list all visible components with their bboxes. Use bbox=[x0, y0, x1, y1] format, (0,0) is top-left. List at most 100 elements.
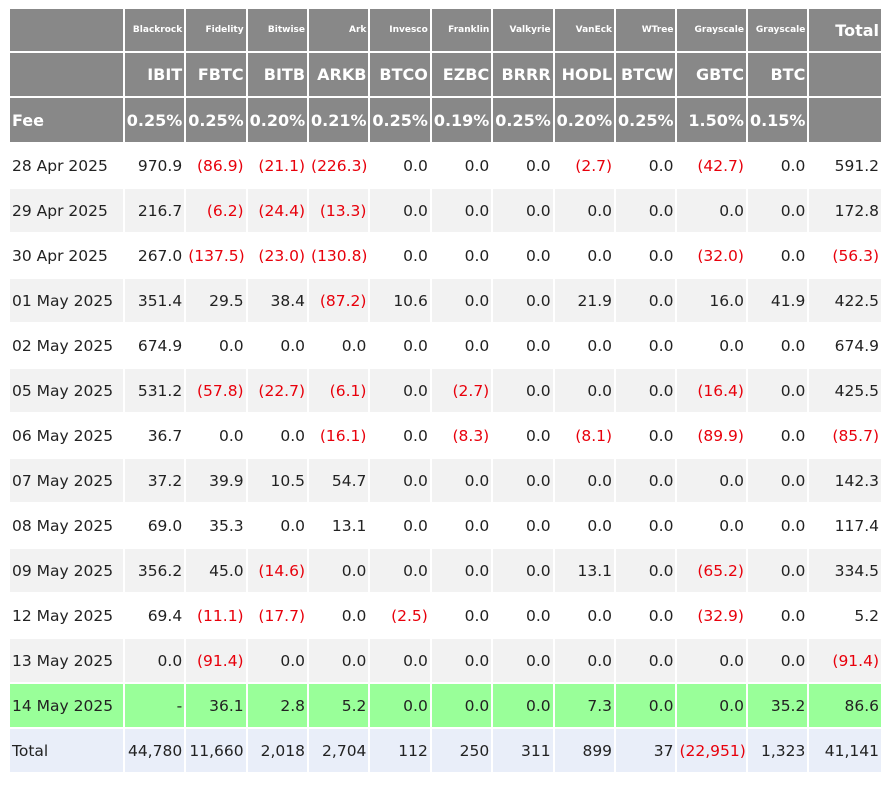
row-total-cell: 425.5 bbox=[809, 369, 881, 412]
flow-cell: 45.0 bbox=[186, 549, 246, 592]
flow-cell: 0.0 bbox=[616, 414, 676, 457]
flow-cell: 0.0 bbox=[370, 144, 430, 187]
flow-cell: 0.0 bbox=[431, 639, 492, 682]
flow-cell: 0.0 bbox=[431, 144, 492, 187]
flow-cell: 0.0 bbox=[309, 594, 369, 637]
flow-cell: 0.0 bbox=[554, 189, 615, 232]
fee-value: 0.25% bbox=[616, 98, 676, 142]
table-row: 02 May 2025 674.9 0.0 0.0 0.0 0.0 0.0 0.0 0.0 0.0… bbox=[10, 324, 881, 367]
date-cell: 06 May 2025 bbox=[10, 414, 123, 457]
flow-cell: 0.0 bbox=[554, 504, 615, 547]
flow-cell: (6.1) bbox=[309, 369, 369, 412]
fee-label: Fee bbox=[10, 98, 123, 142]
flow-cell: (2.7) bbox=[554, 144, 615, 187]
flow-cell: 69.4 bbox=[124, 594, 185, 637]
flow-cell: 10.5 bbox=[247, 459, 308, 502]
flow-cell: 0.0 bbox=[493, 549, 553, 592]
flow-cell: 0.0 bbox=[616, 684, 676, 727]
flow-cell: 0.0 bbox=[247, 414, 308, 457]
flow-cell: 0.0 bbox=[747, 144, 808, 187]
flow-cell: (16.1) bbox=[309, 414, 369, 457]
flow-cell: (57.8) bbox=[186, 369, 246, 412]
flow-cell: 35.3 bbox=[186, 504, 246, 547]
flow-cell: 970.9 bbox=[124, 144, 185, 187]
table-row: 01 May 2025 351.4 29.5 38.4 (87.2) 10.6 0.0 0.0… bbox=[10, 279, 881, 322]
flow-cell: 356.2 bbox=[124, 549, 185, 592]
flow-cell: 0.0 bbox=[493, 639, 553, 682]
cumulative-total-cell: 44,780 bbox=[124, 729, 185, 772]
fee-value: 1.50% bbox=[677, 98, 746, 142]
date-cell: 14 May 2025 bbox=[10, 684, 123, 727]
flow-cell: 0.0 bbox=[747, 639, 808, 682]
flow-cell: 0.0 bbox=[677, 639, 746, 682]
ticker-symbol: BITB bbox=[247, 53, 308, 96]
table-row: 28 Apr 2025 970.9 (86.9) (21.1) (226.3) 0.0 0.… bbox=[10, 144, 881, 187]
flow-cell: (130.8) bbox=[309, 234, 369, 277]
flow-cell: 0.0 bbox=[677, 504, 746, 547]
flow-cell: (8.1) bbox=[554, 414, 615, 457]
flow-cell: 0.0 bbox=[554, 459, 615, 502]
flow-cell: (2.5) bbox=[370, 594, 430, 637]
table-row: 14 May 2025-36.1 2.8 5.2 0.0 0.0 0.0 7.3 0.0 0.0… bbox=[10, 684, 881, 727]
etf-flows-table: Blackrock Fidelity Bitwise Ark Invesco Frankl… bbox=[8, 7, 883, 774]
flow-cell: 39.9 bbox=[186, 459, 246, 502]
date-cell: 09 May 2025 bbox=[10, 549, 123, 592]
flow-cell: 0.0 bbox=[247, 324, 308, 367]
flow-cell: (11.1) bbox=[186, 594, 246, 637]
flow-cell: 0.0 bbox=[616, 189, 676, 232]
ticker-symbol: FBTC bbox=[186, 53, 246, 96]
flow-cell: 38.4 bbox=[247, 279, 308, 322]
flow-cell: 0.0 bbox=[747, 549, 808, 592]
ticker-corner-cell bbox=[10, 53, 123, 96]
flow-cell: 0.0 bbox=[616, 594, 676, 637]
flow-cell: 216.7 bbox=[124, 189, 185, 232]
ticker-symbol: BTCO bbox=[370, 53, 430, 96]
flow-cell: (65.2) bbox=[677, 549, 746, 592]
flow-cell: 0.0 bbox=[493, 459, 553, 502]
fee-header-row: Fee 0.25% 0.25% 0.20% 0.21% 0.25% 0.19% 0.25% 0.… bbox=[10, 98, 881, 142]
table-row: 09 May 2025 356.2 45.0 (14.6) 0.0 0.0 0.0 0.0 13… bbox=[10, 549, 881, 592]
flow-cell: 0.0 bbox=[677, 324, 746, 367]
flow-cell: 351.4 bbox=[124, 279, 185, 322]
ticker-total-blank bbox=[809, 53, 881, 96]
flow-cell: 0.0 bbox=[431, 459, 492, 502]
totals-row: Total 44,780 11,660 2,018 2,704 112 250 311 899 3… bbox=[10, 729, 881, 772]
flow-cell: 0.0 bbox=[747, 324, 808, 367]
flow-cell: (21.1) bbox=[247, 144, 308, 187]
table-row: 12 May 2025 69.4 (11.1) (17.7) 0.0 (2.5) 0.0 0.… bbox=[10, 594, 881, 637]
ticker-symbol: ARKB bbox=[309, 53, 369, 96]
flow-cell: 0.0 bbox=[370, 234, 430, 277]
issuer-name: Franklin bbox=[431, 9, 492, 51]
flow-cell: (226.3) bbox=[309, 144, 369, 187]
flow-cell: 0.0 bbox=[186, 414, 246, 457]
flow-cell: 0.0 bbox=[247, 504, 308, 547]
flow-cell: (17.7) bbox=[247, 594, 308, 637]
issuer-name: Valkyrie bbox=[493, 9, 553, 51]
flow-cell: (89.9) bbox=[677, 414, 746, 457]
flow-cell: 0.0 bbox=[616, 234, 676, 277]
flow-cell: 69.0 bbox=[124, 504, 185, 547]
flow-cell: 0.0 bbox=[431, 549, 492, 592]
row-total-cell: (91.4) bbox=[809, 639, 881, 682]
flow-cell: 0.0 bbox=[431, 189, 492, 232]
fee-value: 0.25% bbox=[186, 98, 246, 142]
corner-cell bbox=[10, 9, 123, 51]
issuer-name: WTree bbox=[616, 9, 676, 51]
ticker-symbol: IBIT bbox=[124, 53, 185, 96]
flow-cell: 10.6 bbox=[370, 279, 430, 322]
cumulative-total-cell: 250 bbox=[431, 729, 492, 772]
flow-cell: 13.1 bbox=[309, 504, 369, 547]
flow-cell: 2.8 bbox=[247, 684, 308, 727]
flow-cell: 0.0 bbox=[554, 639, 615, 682]
ticker-symbol: EZBC bbox=[431, 53, 492, 96]
date-cell: 29 Apr 2025 bbox=[10, 189, 123, 232]
flow-cell: 0.0 bbox=[493, 324, 553, 367]
flow-cell: 0.0 bbox=[493, 594, 553, 637]
flow-cell: 0.0 bbox=[616, 639, 676, 682]
flow-cell: 0.0 bbox=[309, 639, 369, 682]
flow-cell: 0.0 bbox=[370, 684, 430, 727]
flow-cell: (32.0) bbox=[677, 234, 746, 277]
flow-cell: 0.0 bbox=[616, 279, 676, 322]
issuer-name: Invesco bbox=[370, 9, 430, 51]
flow-cell: (2.7) bbox=[431, 369, 492, 412]
